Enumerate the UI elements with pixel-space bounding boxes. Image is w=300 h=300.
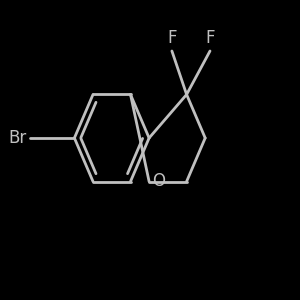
Text: F: F <box>205 29 215 47</box>
Text: F: F <box>167 29 177 47</box>
Text: O: O <box>152 172 165 190</box>
Text: Br: Br <box>9 129 27 147</box>
